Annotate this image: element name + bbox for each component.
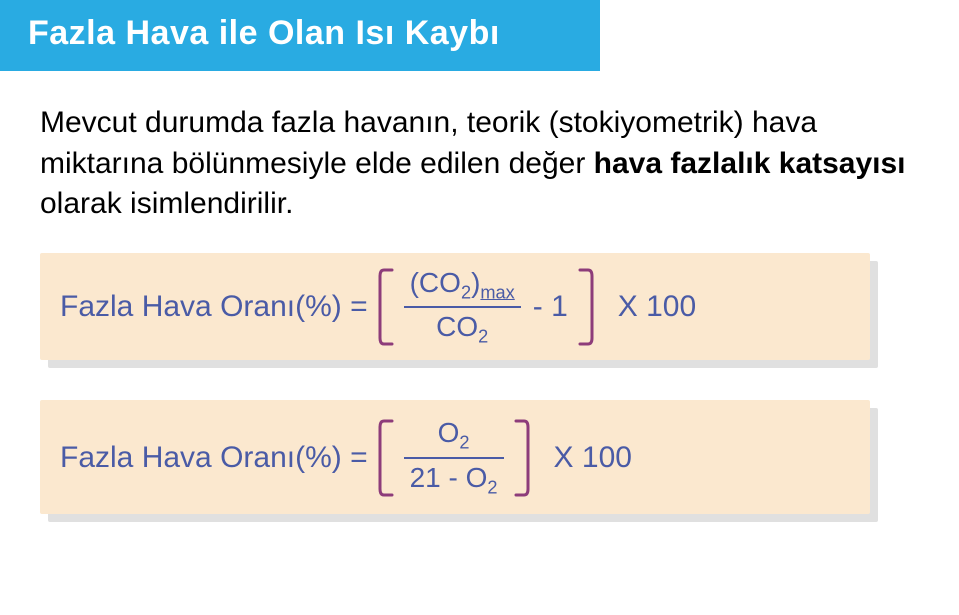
formula-box: Fazla Hava Oranı(%) = (CO2)max CO2 - 1 X… (40, 253, 870, 360)
page-title: Fazla Hava ile Olan Isı Kaybı (28, 14, 500, 52)
numerator: (CO2)max (404, 267, 521, 304)
bracket-left-icon (378, 268, 396, 346)
formula-1: Fazla Hava Oranı(%) = (CO2)max CO2 - 1 X… (40, 253, 870, 360)
bracket-right-icon (576, 268, 594, 346)
times-100: X 100 (554, 441, 632, 475)
numerator: O2 (432, 417, 476, 454)
denominator: 21 - O2 (404, 462, 504, 499)
bracket-group: O2 21 - O2 (378, 414, 530, 502)
fraction: (CO2)max CO2 (404, 267, 521, 348)
num-suffix: max (480, 282, 514, 302)
formula1-lhs: Fazla Hava Oranı(%) = (60, 290, 368, 324)
body-paragraph: Mevcut durumda fazla havanın, teorik (st… (0, 71, 959, 225)
formula-2: Fazla Hava Oranı(%) = O2 21 - O2 X 100 (40, 400, 870, 514)
den-sub: 2 (487, 477, 497, 497)
num-sub: 2 (459, 433, 469, 453)
num-open: (CO (410, 267, 461, 298)
fraction-line (404, 306, 521, 308)
den-pre: 21 - O (410, 462, 488, 493)
bracket-group: (CO2)max CO2 - 1 (378, 267, 594, 348)
times-100: X 100 (618, 290, 696, 324)
den-base: CO (436, 311, 478, 342)
fraction: O2 21 - O2 (404, 417, 504, 498)
paragraph-post: olarak isimlendirilir. (40, 187, 293, 220)
num-sub: 2 (461, 282, 471, 302)
num-close: ) (471, 267, 480, 298)
formula2-lhs: Fazla Hava Oranı(%) = (60, 441, 368, 475)
paragraph-bold: hava fazlalık katsayısı (594, 147, 906, 180)
title-bar: Fazla Hava ile Olan Isı Kaybı (0, 0, 600, 71)
denominator: CO2 (430, 311, 494, 348)
bracket-left-icon (378, 414, 396, 502)
fraction-line (404, 457, 504, 459)
num-base: O (438, 417, 460, 448)
minus-one: - 1 (533, 290, 568, 324)
den-sub: 2 (478, 327, 488, 347)
bracket-right-icon (512, 414, 530, 502)
formula-box: Fazla Hava Oranı(%) = O2 21 - O2 X 100 (40, 400, 870, 514)
